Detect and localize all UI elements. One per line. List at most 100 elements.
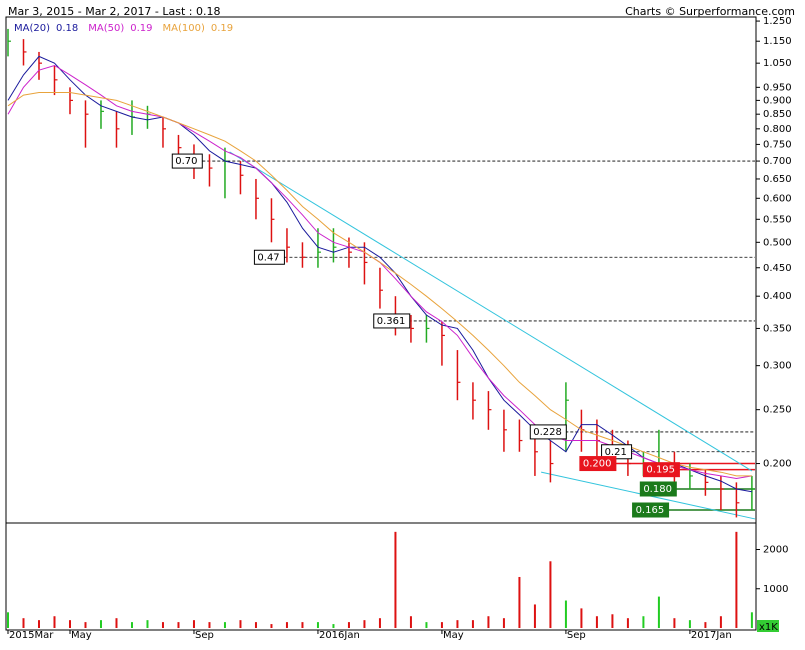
y-tick-label: 0.950 — [763, 82, 792, 93]
volume-bar — [332, 624, 335, 628]
volume-bar — [626, 618, 629, 628]
volume-bar — [487, 616, 490, 628]
volume-bar — [146, 620, 149, 628]
level-box — [639, 481, 677, 497]
y-tick-label: 0.700 — [763, 156, 792, 167]
y-tick-label: 0.550 — [763, 214, 792, 225]
y-tick-label: 0.350 — [763, 323, 792, 334]
volume-bar — [99, 620, 102, 628]
volume-bar — [533, 604, 536, 628]
volume-bar — [53, 616, 56, 628]
volume-unit-box — [757, 620, 779, 632]
level-label: 0.228 — [533, 427, 562, 438]
level-label: 0.361 — [377, 316, 406, 327]
level-box — [601, 444, 633, 460]
volume-bar — [750, 612, 753, 628]
y-tick-label: 0.400 — [763, 291, 792, 302]
volume-bar — [68, 620, 71, 628]
credit: Charts © Surperformance.com — [625, 5, 795, 18]
volume-bar — [580, 608, 583, 628]
legend-name: MA(100) — [163, 23, 205, 34]
y-tick-label: 1.150 — [763, 36, 792, 47]
y-tick-label: 1.050 — [763, 58, 792, 69]
volume-bar — [130, 622, 133, 628]
volume-bar — [611, 614, 614, 628]
level-box — [171, 153, 203, 169]
volume-bar — [456, 620, 459, 628]
y-tick-label: 0.300 — [763, 361, 792, 372]
y-tick-label: 0.800 — [763, 124, 792, 135]
volume-bar — [642, 616, 645, 628]
level-label: 0.200 — [583, 459, 612, 470]
volume-bar — [7, 612, 9, 628]
volume-bar — [673, 618, 676, 628]
volume-bar — [239, 620, 242, 628]
level-box — [529, 424, 567, 440]
legend-value: 0.19 — [130, 23, 152, 34]
volume-bar — [735, 531, 738, 628]
volume-bar — [704, 622, 707, 628]
volume-bar — [518, 576, 521, 628]
level-label: 0.180 — [643, 484, 672, 495]
y-tick-label: 0.450 — [763, 263, 792, 274]
volume-bar — [363, 620, 366, 628]
y-tick-label: 0.850 — [763, 109, 792, 120]
legend-value: 0.19 — [211, 23, 233, 34]
volume-frame — [5, 522, 757, 631]
legend-name: MA(50) — [88, 23, 124, 34]
level-box — [579, 456, 617, 472]
volume-bar — [316, 622, 319, 628]
volume-bar — [688, 620, 691, 628]
volume-bar — [192, 620, 195, 628]
y-tick-label: 0.250 — [763, 405, 792, 416]
y-tick-label: 0.650 — [763, 174, 792, 185]
volume-bar — [549, 561, 552, 628]
y-tick-label: 0.750 — [763, 139, 792, 150]
volume-bar — [471, 620, 474, 628]
y-tick-label: 0.500 — [763, 237, 792, 248]
volume-bar — [208, 622, 211, 628]
y-tick-label: 1.250 — [763, 16, 792, 27]
volume-bar — [440, 622, 443, 628]
x-tick-label: Sep — [195, 630, 214, 641]
volume-bar — [254, 622, 257, 628]
level-label: 0.21 — [605, 447, 627, 458]
x-tick-label: 2016Jan — [319, 630, 360, 641]
volume-bar — [270, 624, 273, 628]
level-label: 0.195 — [646, 465, 675, 476]
x-tick-label: May — [71, 630, 92, 641]
y-tick-label: 0.900 — [763, 95, 792, 106]
price-frame — [5, 16, 757, 524]
trendline — [229, 151, 753, 472]
volume-bar — [37, 620, 40, 628]
volume-bar — [425, 622, 428, 628]
volume-bar — [409, 616, 412, 628]
volume-bar — [177, 622, 180, 628]
level-box — [373, 313, 411, 329]
volume-bar — [285, 622, 288, 628]
x-tick-label: 2015Mar — [9, 630, 54, 641]
volume-bar — [564, 600, 567, 628]
legend-value: 0.18 — [56, 23, 78, 34]
volume-bar — [394, 531, 397, 628]
volume-unit: x1K — [759, 622, 778, 633]
volume-bar — [657, 596, 660, 628]
x-tick-label: Sep — [567, 630, 586, 641]
volume-bar — [719, 616, 722, 628]
x-tick-label: 2017Jan — [691, 630, 732, 641]
chart-title: Mar 3, 2015 - Mar 2, 2017 - Last : 0.18 — [8, 5, 221, 18]
x-tick-label: May — [443, 630, 464, 641]
volume-tick-label: 2000 — [763, 545, 788, 556]
y-tick-label: 0.200 — [763, 459, 792, 470]
volume-bar — [22, 618, 25, 628]
level-box — [632, 502, 670, 518]
level-box — [642, 462, 680, 478]
level-label: 0.70 — [175, 156, 197, 167]
legend-name: MA(20) — [14, 23, 50, 34]
volume-tick-label: 1000 — [763, 584, 788, 595]
y-tick-label: 0.600 — [763, 193, 792, 204]
level-label: 0.47 — [257, 252, 279, 263]
volume-bar — [502, 618, 505, 628]
volume-bar — [115, 618, 118, 628]
